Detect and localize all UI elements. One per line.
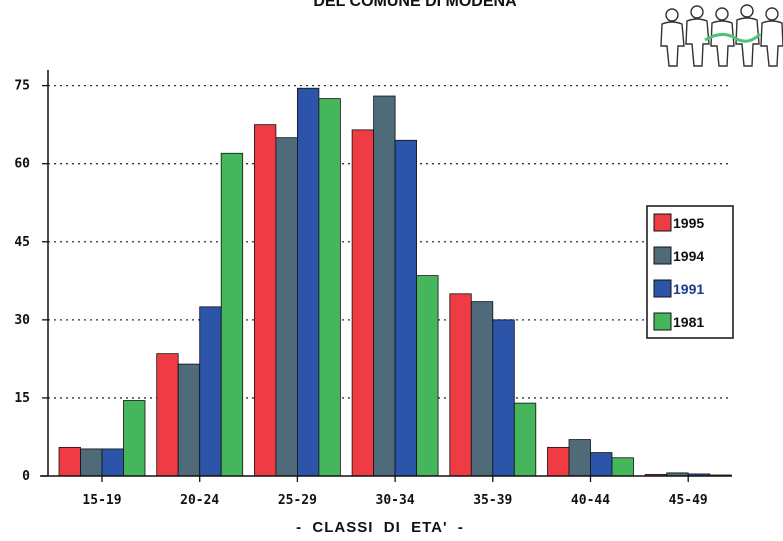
legend-label-1991: 1991 [673, 281, 704, 297]
bar-1994-20-24 [177, 363, 201, 477]
bar-1981-25-29 [318, 98, 341, 477]
bar-1991-15-19 [101, 448, 124, 477]
x-tick-label: 25-29 [278, 493, 317, 508]
x-tick-label: 15-19 [82, 493, 121, 508]
bar-1995-20-24 [156, 353, 179, 477]
bar-1981-30-34 [416, 275, 439, 477]
bar-1995-15-19 [58, 446, 81, 477]
legend-swatch-1995 [653, 213, 672, 232]
bar-1991-40-44 [590, 452, 613, 477]
legend-label-1994: 1994 [673, 248, 704, 264]
bar-1995-25-29 [253, 124, 277, 477]
legend-label-1981: 1981 [673, 314, 704, 330]
legend-label-1995: 1995 [673, 215, 704, 231]
bar-1991-25-29 [296, 87, 320, 477]
legend-swatch-1981 [653, 312, 672, 331]
y-tick-label: 75 [14, 79, 30, 94]
y-tick-label: 45 [14, 235, 30, 250]
x-tick-label: 35-39 [473, 493, 512, 508]
bar-1994-40-44 [568, 439, 591, 477]
x-tick-labels: 15-19 20-24 25-29 30-34 35-39 40-44 45-49 [82, 476, 708, 508]
chart-title: DEL COMUNE DI MODENA [313, 0, 517, 10]
bar-1991-35-39 [492, 319, 515, 477]
bar-1995-40-44 [547, 446, 570, 477]
x-tick-label: 40-44 [571, 493, 610, 508]
bar-1994-25-29 [275, 137, 298, 477]
bar-1994-30-34 [373, 95, 396, 477]
x-tick-label: 30-34 [376, 493, 415, 508]
bar-1991-20-24 [199, 306, 222, 477]
legend-swatch-1994 [653, 246, 672, 265]
axes [40, 70, 732, 477]
bar-1994-35-39 [470, 301, 494, 477]
y-tick-label: 0 [22, 469, 30, 484]
legend-swatch-1991 [653, 279, 672, 298]
bars [58, 87, 732, 477]
legend: 1995 1994 1991 1981 [646, 205, 734, 339]
y-tick-label: 15 [14, 391, 30, 406]
x-tick-label: 20-24 [180, 493, 219, 508]
bar-1995-35-39 [449, 293, 472, 477]
bar-1981-15-19 [123, 400, 146, 477]
x-tick-label: 45-49 [669, 493, 708, 508]
y-tick-label: 30 [14, 313, 30, 328]
bar-1981-20-24 [220, 152, 244, 477]
bar-1981-35-39 [513, 402, 537, 477]
bar-1991-30-34 [394, 139, 418, 477]
bar-1995-30-34 [351, 129, 375, 477]
people-crowd-icon [660, 4, 783, 67]
bar-1994-15-19 [80, 448, 103, 477]
y-tick-label: 60 [14, 157, 30, 172]
y-tick-labels: 0 15 30 45 60 75 [14, 79, 48, 484]
x-axis-title: - CLASSI DI ETA' - [296, 519, 464, 536]
bar-1981-40-44 [611, 457, 634, 477]
